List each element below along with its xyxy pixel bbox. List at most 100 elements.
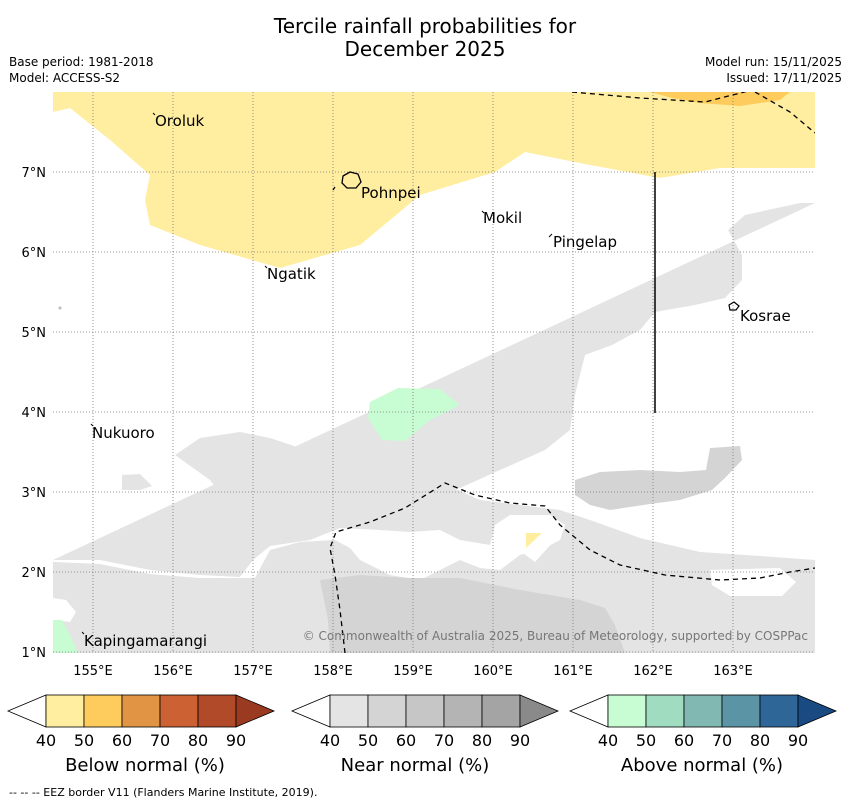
colorbar-min-arrow bbox=[6, 694, 47, 728]
colorbar-tick-label: 90 bbox=[788, 731, 808, 750]
colorbar-tick-label: 50 bbox=[636, 731, 656, 750]
eez-border-footnote: -- -- -- EEZ border V11 (Flanders Marine… bbox=[9, 786, 318, 799]
colorbar-max-arrow bbox=[519, 694, 560, 728]
longitude-label: 157°E bbox=[233, 664, 273, 679]
map-grid bbox=[53, 92, 815, 653]
latitude-label: 2°N bbox=[22, 566, 47, 581]
colorbar-max-arrow bbox=[235, 694, 276, 728]
pohnpei-island-outline bbox=[341, 171, 362, 189]
colorbar-segment bbox=[405, 694, 445, 728]
colorbar-tick-label: 70 bbox=[150, 731, 170, 750]
place-label-kosrae: Kosrae bbox=[740, 307, 791, 325]
colorbar-segment bbox=[329, 694, 369, 728]
eez-border bbox=[329, 482, 815, 653]
colorbar-tick-label: 80 bbox=[188, 731, 208, 750]
eez-border bbox=[571, 92, 747, 103]
place-label-pingelap: Pingelap bbox=[553, 233, 617, 251]
eez-border bbox=[754, 92, 815, 134]
latitude-label: 5°N bbox=[22, 326, 47, 341]
white-patch bbox=[710, 568, 796, 596]
colorbar-segment bbox=[45, 694, 85, 728]
place-label-pohnpei: Pohnpei bbox=[361, 184, 421, 202]
longitude-label: 156°E bbox=[153, 664, 193, 679]
below-normal-50-region bbox=[53, 92, 815, 268]
longitude-label: 161°E bbox=[553, 664, 593, 679]
colorbar-tick-label: 80 bbox=[750, 731, 770, 750]
colorbar-tick-label: 60 bbox=[112, 731, 132, 750]
issued-date: Issued: 17/11/2025 bbox=[726, 71, 842, 85]
colorbar-segment bbox=[759, 694, 799, 728]
colorbar-tick-label: 60 bbox=[674, 731, 694, 750]
above-normal-50-region bbox=[368, 388, 460, 441]
white-patch bbox=[53, 598, 76, 622]
longitude-label: 155°E bbox=[73, 664, 113, 679]
latitude-label: 1°N bbox=[22, 646, 47, 661]
colorbar-segment bbox=[607, 694, 647, 728]
island-mark bbox=[264, 265, 268, 269]
white-patch bbox=[512, 520, 555, 562]
latitude-label: 3°N bbox=[22, 486, 47, 501]
colorbar-tick-label: 40 bbox=[598, 731, 618, 750]
place-label-nukuoro: Nukuoro bbox=[92, 424, 155, 442]
longitude-label: 163°E bbox=[713, 664, 753, 679]
island-mark bbox=[90, 423, 94, 427]
place-label-ngatik: Ngatik bbox=[267, 265, 316, 283]
colorbar-tick-label: 40 bbox=[36, 731, 56, 750]
title-line-2: December 2025 bbox=[344, 37, 506, 61]
colorbar-segment bbox=[481, 694, 521, 728]
model-name: Model: ACCESS-S2 bbox=[9, 71, 121, 85]
colorbar-tick-label: 60 bbox=[396, 731, 416, 750]
above-normal-50-region bbox=[53, 620, 78, 653]
island-mark bbox=[81, 631, 85, 635]
colorbar-tick-label: 70 bbox=[434, 731, 454, 750]
legend-near-label: Near normal (%) bbox=[340, 755, 490, 776]
colorbar-tick-label: 50 bbox=[358, 731, 378, 750]
island-mark bbox=[152, 112, 156, 116]
island-mark bbox=[481, 210, 485, 214]
colorbar-min-arrow bbox=[290, 694, 331, 728]
colorbar-segment bbox=[83, 694, 123, 728]
kosrae-island-outline bbox=[728, 301, 740, 311]
legend-below-label: Below normal (%) bbox=[65, 755, 225, 776]
colorbar-above-normal: 40 50 60 70 80 90 bbox=[568, 694, 838, 750]
colorbar-tick-label: 90 bbox=[226, 731, 246, 750]
latitude-label: 4°N bbox=[22, 406, 47, 421]
colorbar-tick-label: 40 bbox=[320, 731, 340, 750]
place-label-mokil: Mokil bbox=[483, 209, 522, 227]
near-normal-spot bbox=[122, 474, 152, 490]
near-normal-60-region bbox=[320, 575, 625, 653]
colorbar-near-normal: 40 50 60 70 80 90 bbox=[290, 694, 560, 750]
island-mark bbox=[58, 306, 62, 310]
colorbar-segment bbox=[121, 694, 161, 728]
copyright-notice: © Commonwealth of Australia 2025, Bureau… bbox=[303, 629, 808, 643]
colorbar-below-normal: 40 50 60 70 80 90 bbox=[6, 694, 276, 750]
colorbar-segment bbox=[645, 694, 685, 728]
model-run: Model run: 15/11/2025 bbox=[704, 55, 842, 69]
place-label-kapingamarangi: Kapingamarangi bbox=[84, 632, 207, 650]
longitude-label: 158°E bbox=[313, 664, 353, 679]
longitude-label: 162°E bbox=[633, 664, 673, 679]
island-mark bbox=[548, 233, 553, 238]
below-normal-50-spot bbox=[526, 533, 542, 548]
colorbar-max-arrow bbox=[797, 694, 838, 728]
colorbar-tick-label: 50 bbox=[74, 731, 94, 750]
colorbar-tick-label: 90 bbox=[510, 731, 530, 750]
near-normal-50-region bbox=[53, 203, 815, 653]
below-normal-60-region bbox=[650, 92, 790, 106]
near-normal-60-region bbox=[575, 446, 742, 510]
place-label-oroluk: Oroluk bbox=[155, 112, 204, 130]
colorbar-min-arrow bbox=[568, 694, 609, 728]
colorbar-segment bbox=[683, 694, 723, 728]
white-patch bbox=[704, 383, 740, 405]
colorbar-segment bbox=[443, 694, 483, 728]
colorbar-segment bbox=[721, 694, 761, 728]
colorbar-segment bbox=[159, 694, 199, 728]
colorbar-tick-label: 70 bbox=[712, 731, 732, 750]
colorbar-tick-label: 80 bbox=[472, 731, 492, 750]
legend-above-label: Above normal (%) bbox=[620, 755, 784, 776]
latitude-label: 7°N bbox=[22, 166, 47, 181]
longitude-label: 160°E bbox=[473, 664, 513, 679]
longitude-label: 159°E bbox=[393, 664, 433, 679]
colorbar-segment bbox=[367, 694, 407, 728]
